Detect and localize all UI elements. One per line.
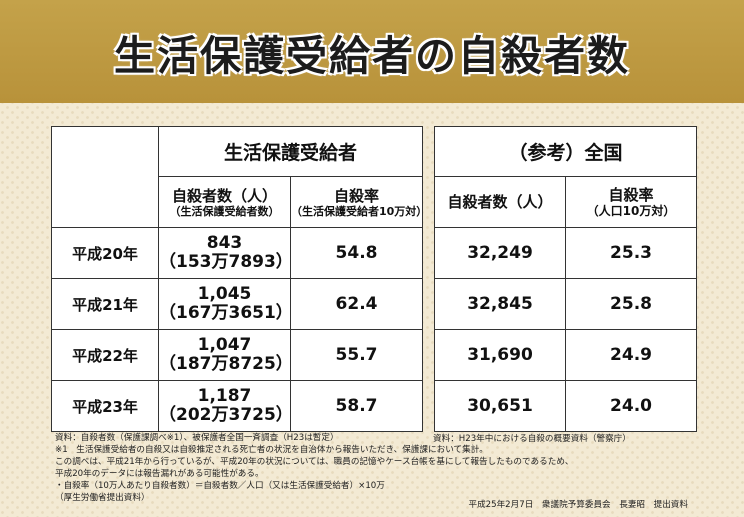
col-header-label: 自殺率 xyxy=(608,186,654,205)
note-line: この調べは、平成21年から行っているが、平成20年の状況については、職員の記憶や… xyxy=(55,457,574,467)
year-cell: 平成20年 xyxy=(51,227,159,279)
note-line: ※1 生活保護受給者の自殺又は自殺推定される死亡者の状況を自治体から報告いただき… xyxy=(55,445,488,455)
table-row: 平成21年 1,045 （167万3651） 62.4 xyxy=(51,278,424,330)
col-header-label: 自殺者数（人） xyxy=(171,186,277,205)
rate-cell: 55.7 xyxy=(289,329,424,381)
table-corner xyxy=(51,126,159,228)
count-cell: 843 （153万7893） xyxy=(158,227,293,279)
count-value: 843 xyxy=(206,233,243,254)
note-line: （厚生労働省提出資料） xyxy=(55,493,150,503)
recipients-table: 生活保護受給者 自殺者数（人） （生活保護受給者数） 自殺率 （生活保護受給者1… xyxy=(51,126,428,432)
count-cell: 1,047 （187万8725） xyxy=(158,329,293,381)
note-line: 平成20年のデータには報告漏れがある可能性がある。 xyxy=(55,469,264,479)
count-cell: 31,690 xyxy=(434,329,566,381)
rate-cell: 62.4 xyxy=(289,278,424,330)
national-table: （参考）全国 自殺者数（人） 自殺率 （人口10万対） 32,249 25.3 … xyxy=(433,126,698,432)
table-row: 平成23年 1,187 （202万3725） 58.7 xyxy=(51,380,424,432)
col-header-sublabel: （生活保護受給者数） xyxy=(169,205,280,218)
col-header-suicides: 自殺者数（人） （生活保護受給者数） xyxy=(158,176,291,228)
table-row: 32,845 25.8 xyxy=(434,278,698,330)
count-cell: 1,045 （167万3651） xyxy=(158,278,293,330)
count-cell: 32,845 xyxy=(434,278,566,330)
year-cell: 平成23年 xyxy=(51,380,159,432)
recipients-value: （167万3651） xyxy=(159,303,293,323)
rate-cell: 25.8 xyxy=(564,278,698,330)
year-cell: 平成22年 xyxy=(51,329,159,381)
recipients-value: （202万3725） xyxy=(159,405,293,425)
col-header-label: 自殺率 xyxy=(334,186,380,205)
page-title: 生活保護受給者の自殺者数 xyxy=(114,31,630,80)
source-left: 資料：自殺者数（保護課調べ※1）、被保護者全国一斉調査（H23は暫定） xyxy=(55,433,339,443)
table-row: 32,249 25.3 xyxy=(434,227,698,279)
title-banner: 生活保護受給者の自殺者数 xyxy=(0,0,744,103)
count-cell: 1,187 （202万3725） xyxy=(158,380,293,432)
table-row: 30,651 24.0 xyxy=(434,380,698,432)
group-header-recipients: 生活保護受給者 xyxy=(157,126,424,177)
count-cell: 30,651 xyxy=(434,380,566,432)
col-header-suicides: 自殺者数（人） xyxy=(434,176,566,228)
count-value: 1,047 xyxy=(197,335,252,356)
source-right: 資料：H23年中における自殺の概要資料（警察庁） xyxy=(433,434,631,444)
rate-cell: 54.8 xyxy=(289,227,424,279)
count-value: 1,187 xyxy=(197,386,252,407)
year-cell: 平成21年 xyxy=(51,278,159,330)
recipients-value: （187万8725） xyxy=(159,354,293,374)
recipients-value: （153万7893） xyxy=(159,252,293,272)
rate-cell: 58.7 xyxy=(289,380,424,432)
col-header-rate: 自殺率 （人口10万対） xyxy=(564,176,698,228)
rate-cell: 25.3 xyxy=(564,227,698,279)
count-cell: 32,249 xyxy=(434,227,566,279)
count-value: 1,045 xyxy=(197,284,252,305)
col-header-sublabel: （生活保護受給者10万対） xyxy=(291,205,428,218)
footer-source: 平成25年2月7日 衆議院予算委員会 長妻昭 提出資料 xyxy=(468,500,688,510)
col-header-rate: 自殺率 （生活保護受給者10万対） xyxy=(289,176,428,228)
table-row: 平成22年 1,047 （187万8725） 55.7 xyxy=(51,329,424,381)
col-header-label: 自殺者数（人） xyxy=(447,193,553,212)
table-row: 31,690 24.9 xyxy=(434,329,698,381)
footnotes: 資料：自殺者数（保護課調べ※1）、被保護者全国一斉調査（H23は暫定） ※1 生… xyxy=(55,432,695,504)
rate-cell: 24.0 xyxy=(564,380,698,432)
note-line: ・自殺率（10万人あたり自殺者数）＝自殺者数／人口（又は生活保護受給者）×10万 xyxy=(55,481,385,491)
table-row: 平成20年 843 （153万7893） 54.8 xyxy=(51,227,424,279)
col-header-sublabel: （人口10万対） xyxy=(586,204,676,219)
group-header-national: （参考）全国 xyxy=(433,126,698,177)
rate-cell: 24.9 xyxy=(564,329,698,381)
